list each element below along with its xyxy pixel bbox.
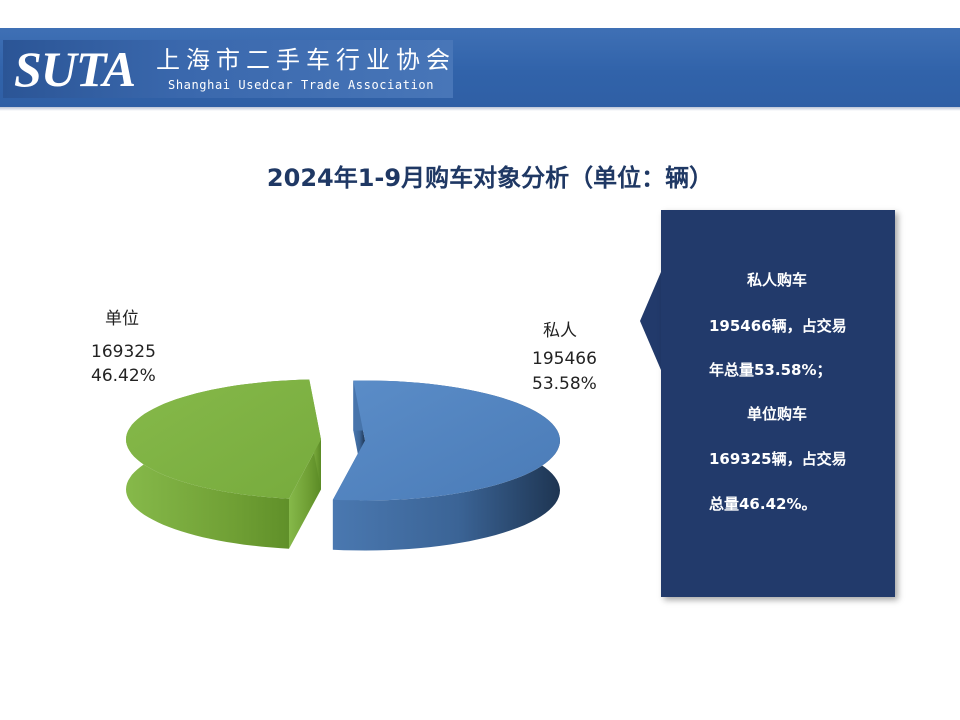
info-line-private-share: 年总量53.58%； bbox=[709, 361, 832, 379]
chart-title: 2024年1-9月购车对象分析（单位：辆） bbox=[266, 164, 714, 192]
slice-label-unit-value: 169325 bbox=[91, 342, 156, 362]
pie-slices bbox=[126, 379, 560, 551]
info-line-private-heading: 私人购车 bbox=[747, 271, 808, 289]
org-name-cn: 上海市二手车行业协会 bbox=[156, 46, 456, 74]
slice-label-unit-percent: 46.42% bbox=[91, 366, 156, 386]
logo-mark: SUTA bbox=[14, 41, 136, 97]
info-line-unit-heading: 单位购车 bbox=[747, 405, 808, 423]
info-panel-pointer bbox=[640, 265, 664, 377]
logo-banner bbox=[3, 40, 453, 98]
slice-private-top bbox=[332, 380, 560, 501]
slice-label-private-value: 195466 bbox=[532, 349, 597, 369]
slice-label-unit-name: 单位 bbox=[105, 309, 139, 329]
slice-label-private-name: 私人 bbox=[543, 321, 577, 341]
info-line-unit-count: 169325辆，占交易 bbox=[709, 450, 847, 468]
info-line-private-count: 195466辆，占交易 bbox=[709, 317, 847, 335]
slice-unit-top bbox=[126, 379, 321, 499]
info-panel: 私人购车 195466辆，占交易 年总量53.58%； 单位购车 169325辆… bbox=[661, 210, 895, 597]
info-line-unit-share: 总量46.42%。 bbox=[709, 495, 817, 513]
slice-label-private-percent: 53.58% bbox=[532, 374, 597, 394]
header-shadow bbox=[0, 107, 960, 111]
slice-unit-face-start bbox=[289, 439, 321, 549]
org-name-en: Shanghai Usedcar Trade Association bbox=[168, 78, 435, 92]
